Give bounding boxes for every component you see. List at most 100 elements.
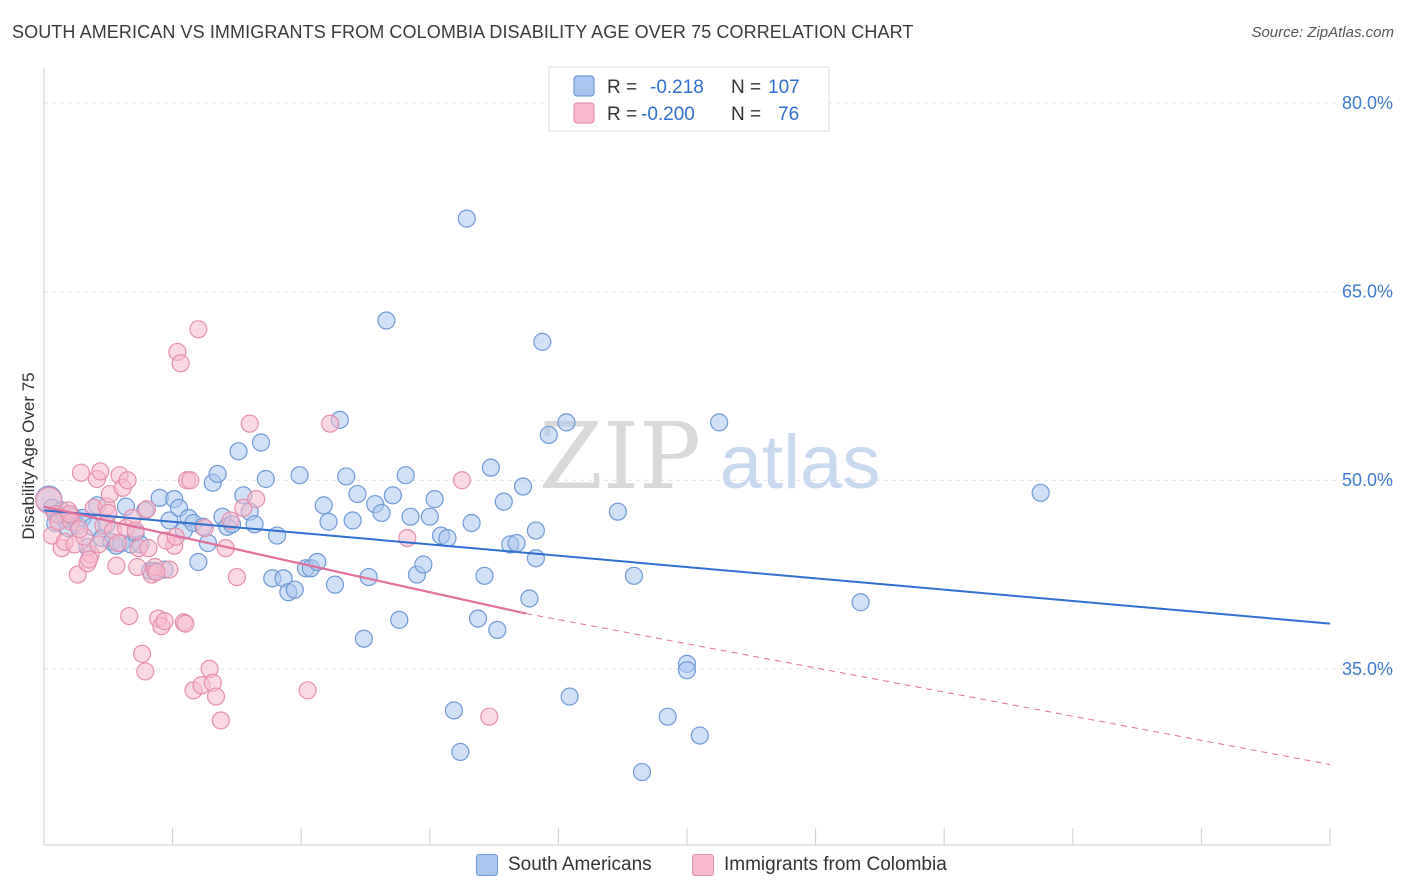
legend-swatch-pink	[573, 102, 595, 124]
y-tick-labels: 35.0% 50.0% 65.0% 80.0%	[1342, 93, 1393, 679]
point-immigrant-colombia	[234, 498, 253, 518]
point-immigrant-colombia	[171, 354, 190, 373]
point-south-american	[285, 580, 304, 599]
chart-title: SOUTH AMERICAN VS IMMIGRANTS FROM COLOMB…	[12, 22, 914, 42]
point-south-american	[290, 466, 309, 485]
point-south-american	[690, 726, 709, 745]
legend-box	[548, 66, 830, 132]
point-south-american	[256, 469, 275, 489]
point-south-american	[325, 575, 345, 594]
point-immigrant-colombia	[71, 463, 91, 482]
point-south-american	[481, 458, 500, 477]
legend-n-value: 107	[768, 77, 800, 98]
point-south-american	[624, 566, 644, 585]
point-south-american	[658, 707, 677, 726]
legend-item-south-americans[interactable]: South Americans	[476, 850, 652, 880]
grid-lines	[44, 102, 1392, 670]
point-immigrant-colombia	[128, 557, 147, 577]
point-immigrant-colombia	[89, 535, 108, 554]
watermark-atlas: atlas	[720, 420, 881, 505]
y-tick-label: 35.0%	[1342, 659, 1393, 679]
point-immigrant-colombia	[398, 528, 417, 548]
point-immigrant-colombia	[298, 681, 317, 700]
point-south-american	[438, 528, 457, 548]
legend-label: Immigrants from Colombia	[724, 854, 947, 875]
point-immigrant-colombia	[136, 662, 155, 681]
point-immigrant-colombia	[147, 562, 166, 582]
legend-swatch-pink	[692, 854, 714, 876]
legend-r-value: -0.218	[650, 77, 704, 98]
point-south-american	[560, 687, 579, 706]
point-south-american	[390, 610, 409, 629]
source-label: Source: ZipAtlas.com	[1251, 24, 1394, 41]
point-south-american	[425, 490, 444, 509]
point-immigrant-colombia	[221, 511, 240, 530]
point-south-american	[520, 589, 539, 608]
point-immigrant-colombia	[155, 612, 174, 631]
point-immigrant-colombia	[91, 462, 110, 481]
point-immigrant-colombia	[195, 518, 214, 538]
point-south-american	[314, 496, 333, 515]
point-south-american	[851, 593, 870, 612]
point-immigrant-colombia	[132, 644, 152, 663]
point-immigrant-colombia	[70, 520, 89, 539]
point-south-american	[710, 413, 729, 432]
point-south-american	[526, 521, 545, 540]
point-south-american	[462, 513, 481, 533]
y-tick-label: 50.0%	[1342, 470, 1393, 490]
point-south-american	[632, 762, 652, 782]
legend-n-label: N =	[731, 77, 761, 98]
point-immigrant-colombia	[108, 534, 128, 553]
legend-bottom: South Americans Immigrants from Colombia	[0, 850, 1406, 880]
point-south-american	[475, 566, 494, 585]
scatter-chart: ZIP atlas 35.0%50.0%65.0%80.0% 0.0%80.0%…	[19, 66, 1393, 846]
trend-lines	[43, 505, 1331, 765]
legend-r-label: R =	[607, 104, 637, 125]
legend-swatch-blue	[573, 75, 595, 97]
point-south-american	[319, 512, 338, 531]
point-south-american	[189, 552, 208, 572]
point-immigrant-colombia	[181, 471, 200, 490]
point-immigrant-colombia	[321, 414, 340, 433]
point-immigrant-colombia	[107, 556, 126, 575]
point-south-american	[348, 484, 367, 504]
point-south-american	[377, 311, 396, 330]
point-south-american	[343, 511, 362, 530]
legend-item-immigrants-from-colombia[interactable]: Immigrants from Colombia	[692, 850, 947, 880]
point-south-american	[539, 425, 558, 445]
point-south-american	[401, 507, 420, 526]
point-immigrant-colombia	[227, 567, 246, 587]
point-south-american	[488, 620, 507, 640]
point-south-american	[354, 629, 373, 648]
point-immigrant-colombia	[240, 414, 259, 433]
point-south-american	[229, 442, 248, 461]
y-tick-label: 65.0%	[1342, 282, 1393, 302]
point-south-american	[414, 555, 433, 574]
point-immigrant-colombia	[206, 687, 226, 706]
point-south-american	[451, 742, 470, 762]
point-south-american	[677, 661, 697, 680]
point-south-american	[372, 503, 391, 523]
y-axis-label: Disability Age Over 75	[19, 372, 38, 539]
legend-r-label: R =	[607, 77, 637, 98]
point-south-american	[457, 209, 476, 228]
point-immigrant-colombia	[137, 500, 156, 519]
y-tick-label: 80.0%	[1342, 93, 1393, 113]
point-south-american	[383, 486, 402, 505]
watermark: ZIP atlas	[539, 403, 880, 510]
point-south-american	[608, 502, 627, 521]
point-south-american	[533, 332, 552, 351]
point-south-american	[337, 467, 356, 486]
legend-n-value: 76	[778, 104, 799, 125]
legend-r-value: -0.200	[641, 104, 695, 125]
point-immigrant-colombia	[120, 606, 139, 626]
point-south-american	[420, 507, 439, 526]
point-south-american	[494, 492, 513, 511]
point-immigrant-colombia	[189, 320, 208, 339]
point-immigrant-colombia	[118, 471, 137, 490]
legend-swatch-blue	[476, 854, 498, 876]
point-immigrant-colombia	[79, 550, 99, 569]
point-immigrant-colombia	[452, 471, 472, 490]
legend-label: South Americans	[508, 854, 652, 875]
point-south-american	[507, 534, 526, 553]
